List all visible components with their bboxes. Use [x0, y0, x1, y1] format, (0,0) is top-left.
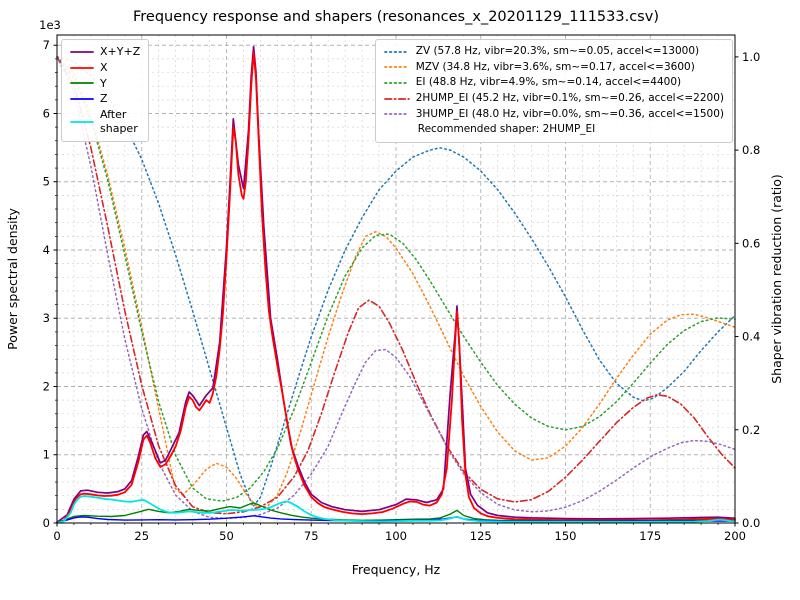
legend-item: X — [70, 61, 140, 75]
offset-text: 1e3 — [39, 18, 61, 32]
legend-line-sample — [383, 66, 410, 69]
x-tick-label: 75 — [304, 529, 319, 543]
legend-item: Y — [70, 77, 140, 91]
x-tick-label: 125 — [470, 529, 492, 543]
x-tick-label: 200 — [724, 529, 746, 543]
y-axis-label-right: Shaper vibration reduction (ratio) — [769, 174, 784, 384]
legend-label: Z — [100, 92, 108, 106]
series-zv — [56, 56, 736, 508]
legend-label: 2HUMP_EI (45.2 Hz, vibr=0.1%, sm~=0.26, … — [415, 91, 724, 104]
y-left-tick-label: 0 — [43, 516, 50, 530]
legend-label: After shaper — [100, 108, 138, 135]
x-tick-label: 150 — [555, 529, 577, 543]
legend-item: X+Y+Z — [70, 45, 140, 59]
legend-label: ZV (57.8 Hz, vibr=20.3%, sm~=0.05, accel… — [415, 45, 700, 57]
y-left-tick-label: 3 — [43, 311, 50, 325]
y-right-tick-label: 0.2 — [742, 423, 760, 437]
x-tick-label: 25 — [134, 529, 149, 543]
axis-ticks: 0 25 50 75 100 125 150 175 200 0 1 2 3 4 5 6 7 0.0 0.2 0.4 0… — [43, 38, 761, 543]
y-right-tick-label: 0.6 — [742, 236, 760, 250]
legend-label: X — [100, 60, 108, 74]
legend-item: 2HUMP_EI (45.2 Hz, vibr=0.1%, sm~=0.26, … — [383, 91, 724, 106]
x-tick-label: 0 — [53, 529, 60, 543]
legend-label: 3HUMP_EI (48.0 Hz, vibr=0.0%, sm~=0.36, … — [415, 107, 724, 120]
chart-title: Frequency response and shapers (resonanc… — [133, 9, 659, 25]
y-left-tick-label: 6 — [43, 106, 50, 120]
legend-label: EI (48.8 Hz, vibr=4.9%, sm~=0.14, accel<… — [415, 76, 682, 89]
series-lines — [56, 45, 736, 524]
y-axis-label-left: Power spectral density — [5, 208, 20, 350]
series-2hump-ei — [56, 56, 736, 515]
legend-label: MZV (34.8 Hz, vibr=3.6%, sm~=0.17, accel… — [415, 60, 695, 73]
y-right-tick-label: 0.8 — [742, 143, 760, 157]
x-axis-label: Frequency, Hz — [352, 562, 441, 577]
legend-line-sample — [70, 98, 94, 101]
x-tick-label: 175 — [639, 529, 661, 543]
y-right-tick-label: 1.0 — [742, 50, 760, 64]
legend-line-sample — [70, 82, 94, 85]
y-right-tick-label: 0.0 — [742, 516, 760, 530]
legend-line-sample — [70, 120, 94, 123]
legend-psd: X+Y+Z X Y Z After shaper — [61, 39, 150, 142]
y-right-tick-label: 0.4 — [742, 330, 760, 344]
series-mzv — [56, 56, 736, 508]
y-left-tick-label: 2 — [43, 379, 50, 393]
y-left-tick-label: 5 — [43, 175, 50, 189]
series-after-shaper — [56, 495, 736, 524]
legend-item: EI (48.8 Hz, vibr=4.9%, sm~=0.14, accel<… — [383, 76, 724, 90]
y-left-tick-label: 7 — [43, 38, 50, 52]
y-left-tick-label: 4 — [43, 243, 50, 257]
legend-item: After shaper — [70, 108, 140, 136]
legend-footer-recommended-shaper: Recommended shaper: 2HUMP_EI — [417, 123, 596, 136]
x-tick-label: 100 — [385, 529, 407, 543]
series-x — [56, 51, 736, 524]
series-ei — [56, 56, 736, 502]
x-tick-label: 50 — [219, 529, 234, 543]
legend-label: X+Y+Z — [100, 45, 141, 58]
legend-line-sample — [383, 50, 410, 53]
legend-line-sample — [383, 82, 410, 84]
legend-line-sample — [70, 50, 94, 53]
y-left-tick-label: 1 — [43, 448, 50, 462]
legend-item: MZV (34.8 Hz, vibr=3.6%, sm~=0.17, accel… — [383, 60, 724, 75]
legend-item: Z — [70, 92, 140, 106]
legend-item: 3HUMP_EI (48.0 Hz, vibr=0.0%, sm~=0.36, … — [383, 107, 724, 122]
legend-shapers: ZV (57.8 Hz, vibr=20.3%, sm~=0.05, accel… — [374, 39, 733, 143]
legend-label: Y — [100, 76, 107, 90]
legend-line-sample — [383, 113, 410, 116]
legend-line-sample — [383, 97, 410, 100]
legend-item: ZV (57.8 Hz, vibr=20.3%, sm~=0.05, accel… — [383, 45, 724, 59]
series-3hump-ei — [56, 56, 736, 520]
series-y — [56, 502, 736, 524]
legend-line-sample — [70, 66, 94, 69]
